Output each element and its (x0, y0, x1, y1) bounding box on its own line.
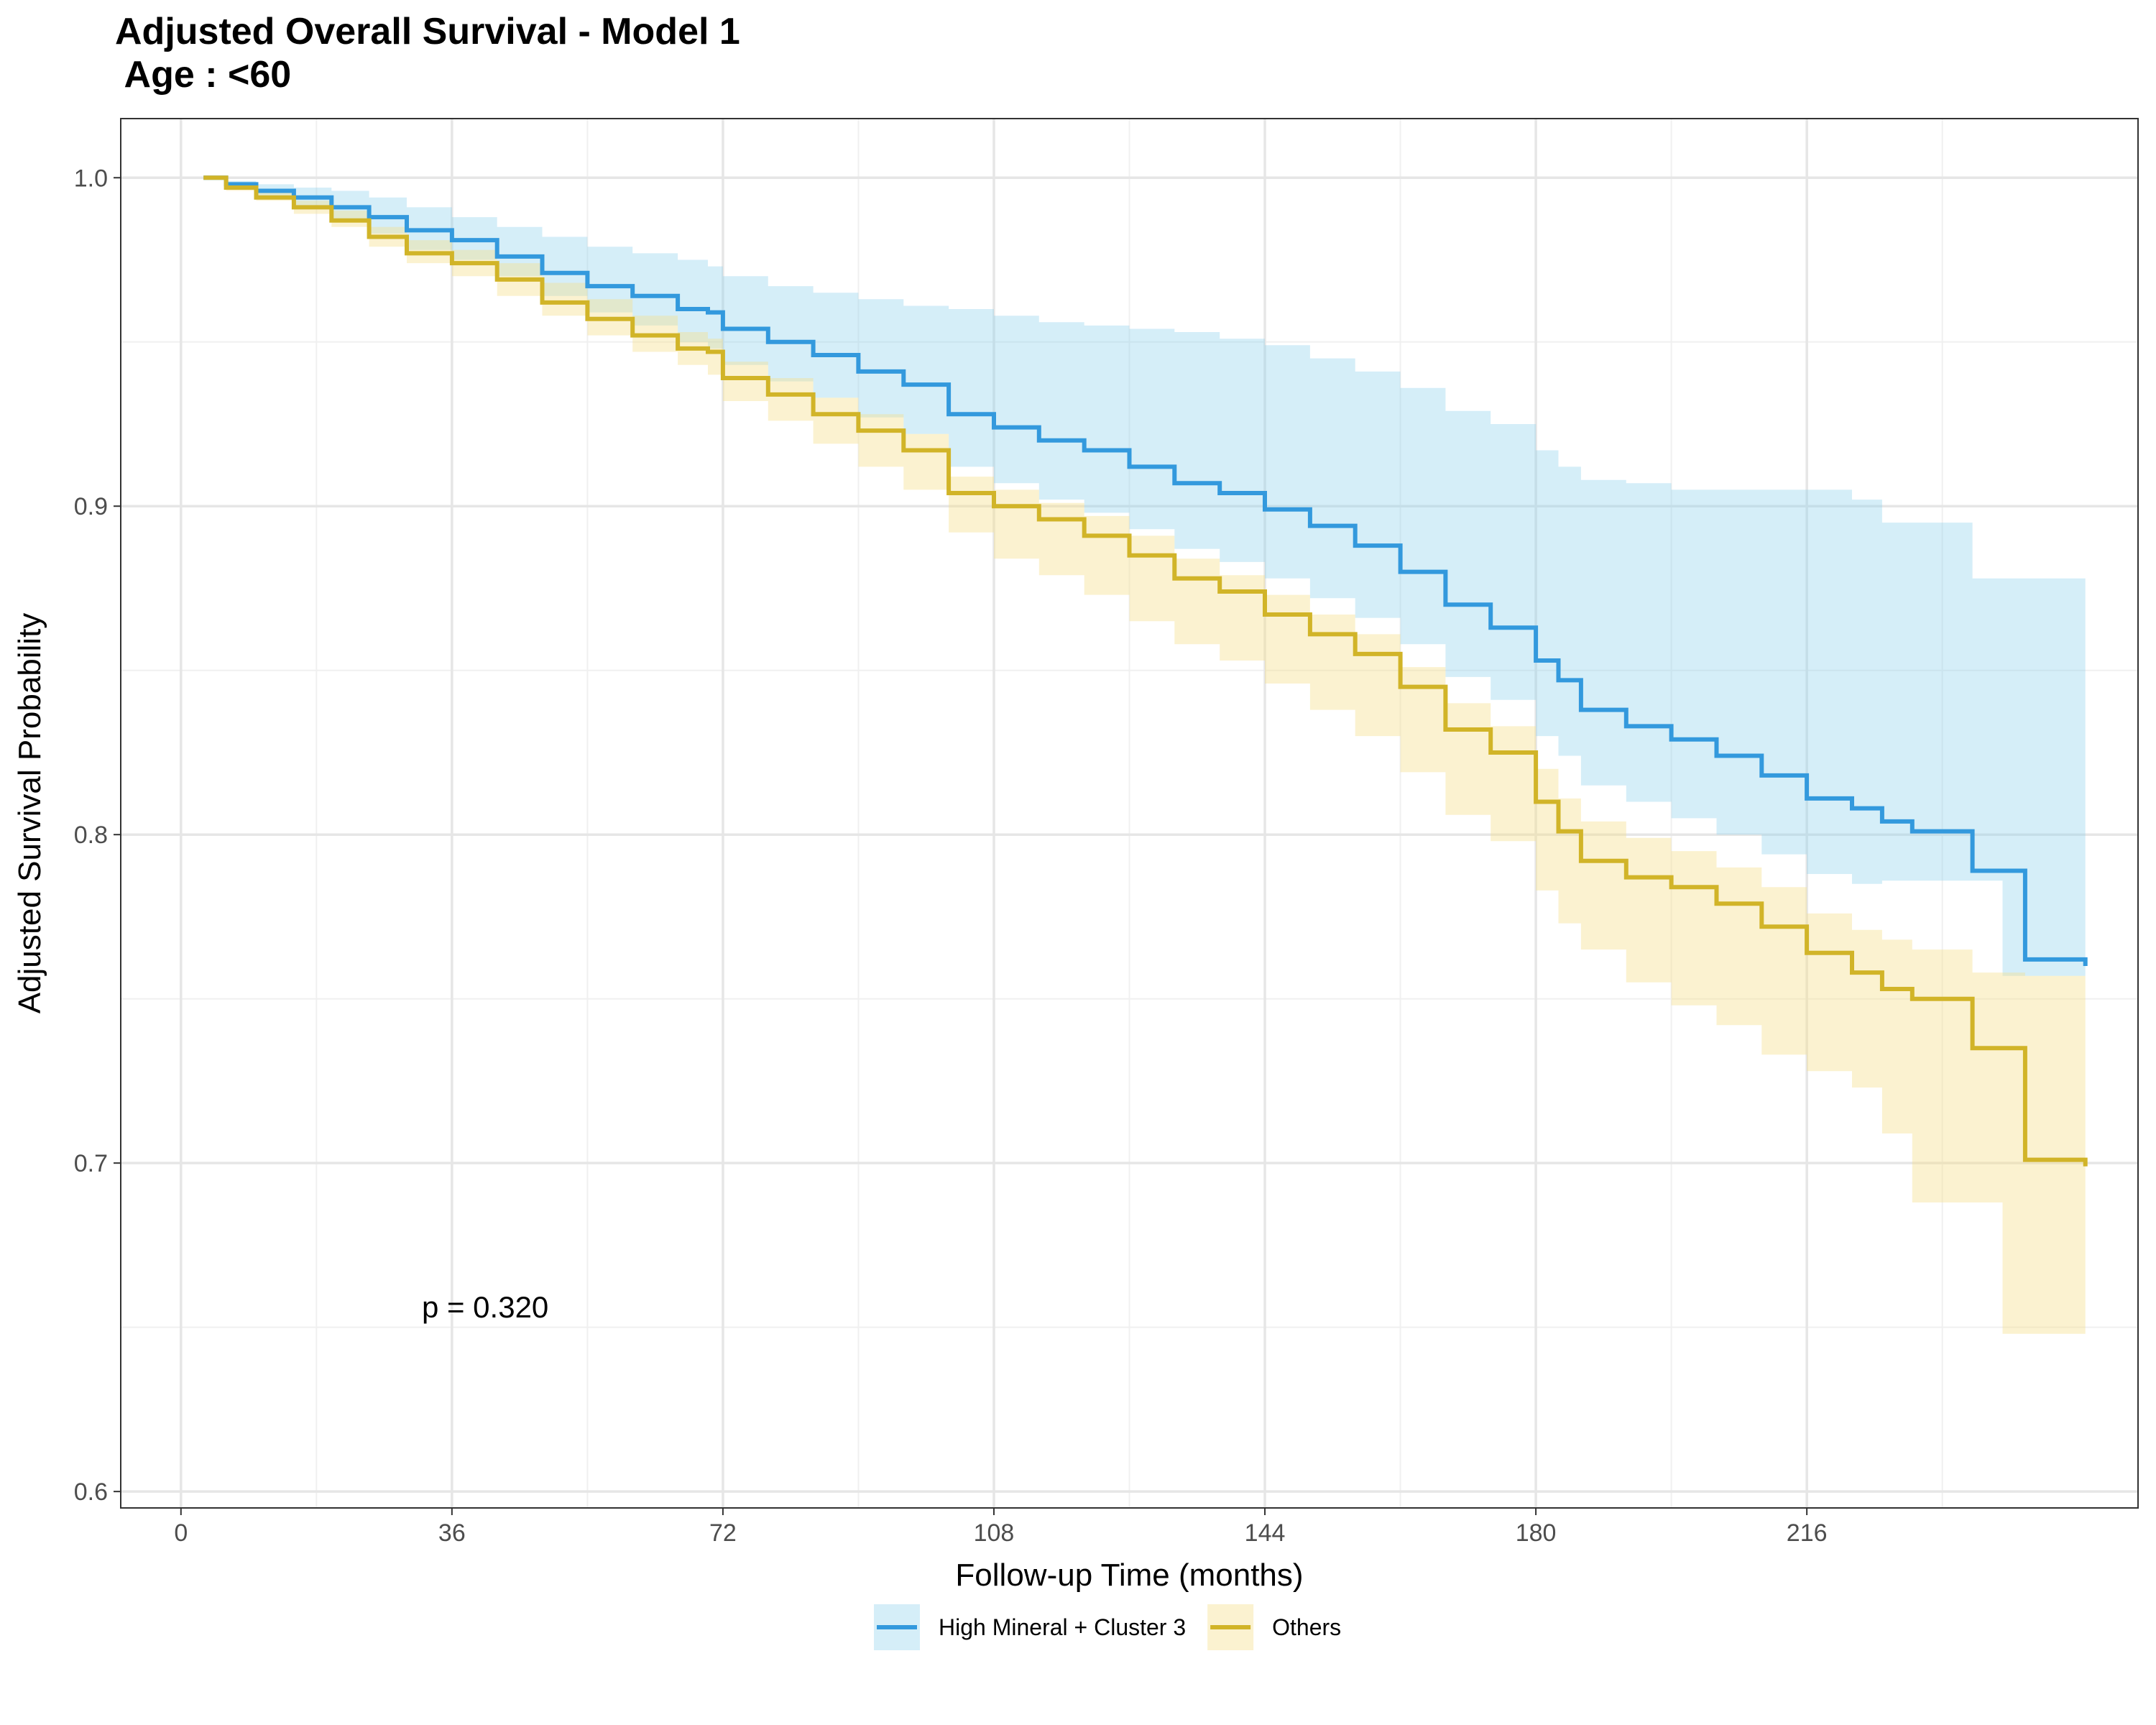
survival-line-high-mineral-cluster-3 (203, 175, 2088, 966)
y-tick-label: 1.0 (74, 165, 108, 192)
x-tick-label: 36 (438, 1519, 466, 1547)
y-axis-ticks: 0.6 0.7 0.8 0.9 1.0 (74, 165, 121, 1506)
grid-major (121, 119, 2138, 1508)
y-tick-label: 0.6 (74, 1478, 108, 1506)
x-tick-label: 144 (1245, 1519, 1286, 1547)
confidence-band-high-mineral-cluster-3 (203, 178, 2086, 976)
grid-minor (121, 119, 2138, 1508)
x-tick-label: 0 (174, 1519, 188, 1547)
confidence-bands (203, 178, 2086, 1334)
legend: High Mineral + Cluster 3 Others (874, 1604, 1341, 1650)
x-tick-label: 216 (1787, 1519, 1828, 1547)
x-tick-label: 108 (974, 1519, 1015, 1547)
y-tick-label: 0.8 (74, 822, 108, 849)
y-tick-label: 0.7 (74, 1150, 108, 1177)
survival-line-others (203, 175, 2088, 1167)
legend-key-high-mineral-cluster-3 (874, 1604, 920, 1650)
chart-title: Adjusted Overall Survival - Model 1 Age … (115, 11, 740, 96)
survival-curves (203, 175, 2088, 1167)
panel-border (120, 118, 2139, 1509)
y-tick-label: 0.9 (74, 493, 108, 520)
legend-label: High Mineral + Cluster 3 (939, 1614, 1186, 1640)
legend-key-others (1207, 1604, 1254, 1650)
p-value-annotation: p = 0.320 (422, 1290, 548, 1324)
x-tick-label: 180 (1516, 1519, 1557, 1547)
x-axis-title: Follow-up Time (months) (955, 1558, 1303, 1593)
legend-label: Others (1272, 1614, 1341, 1640)
x-axis-ticks: 0 36 72 108 144 180 216 (174, 1508, 1828, 1547)
x-tick-label: 72 (709, 1519, 737, 1547)
y-axis-title: Adjusted Survival Probability (12, 613, 47, 1014)
